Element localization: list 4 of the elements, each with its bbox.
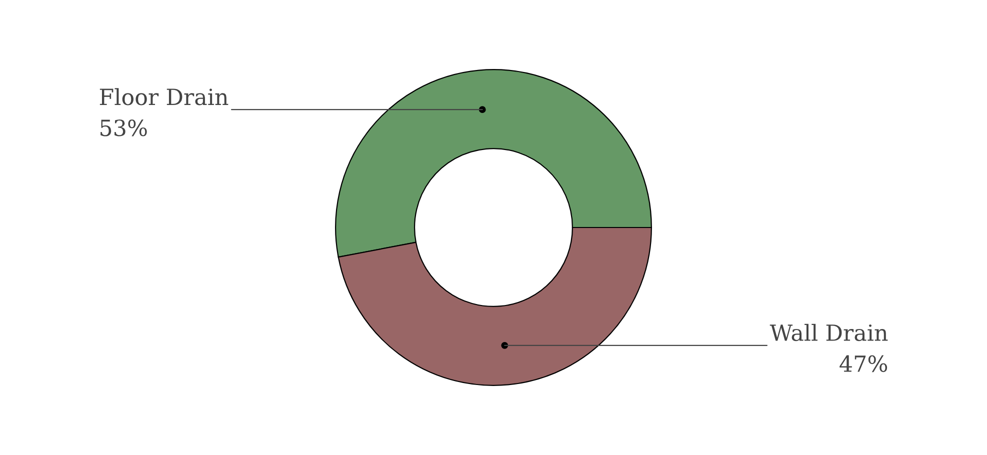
slice-label: Floor Drain [100,88,228,106]
slice-label: Wall Drain [770,324,888,342]
data-label: 53% [100,119,147,136]
data-label: 47% [840,355,888,372]
